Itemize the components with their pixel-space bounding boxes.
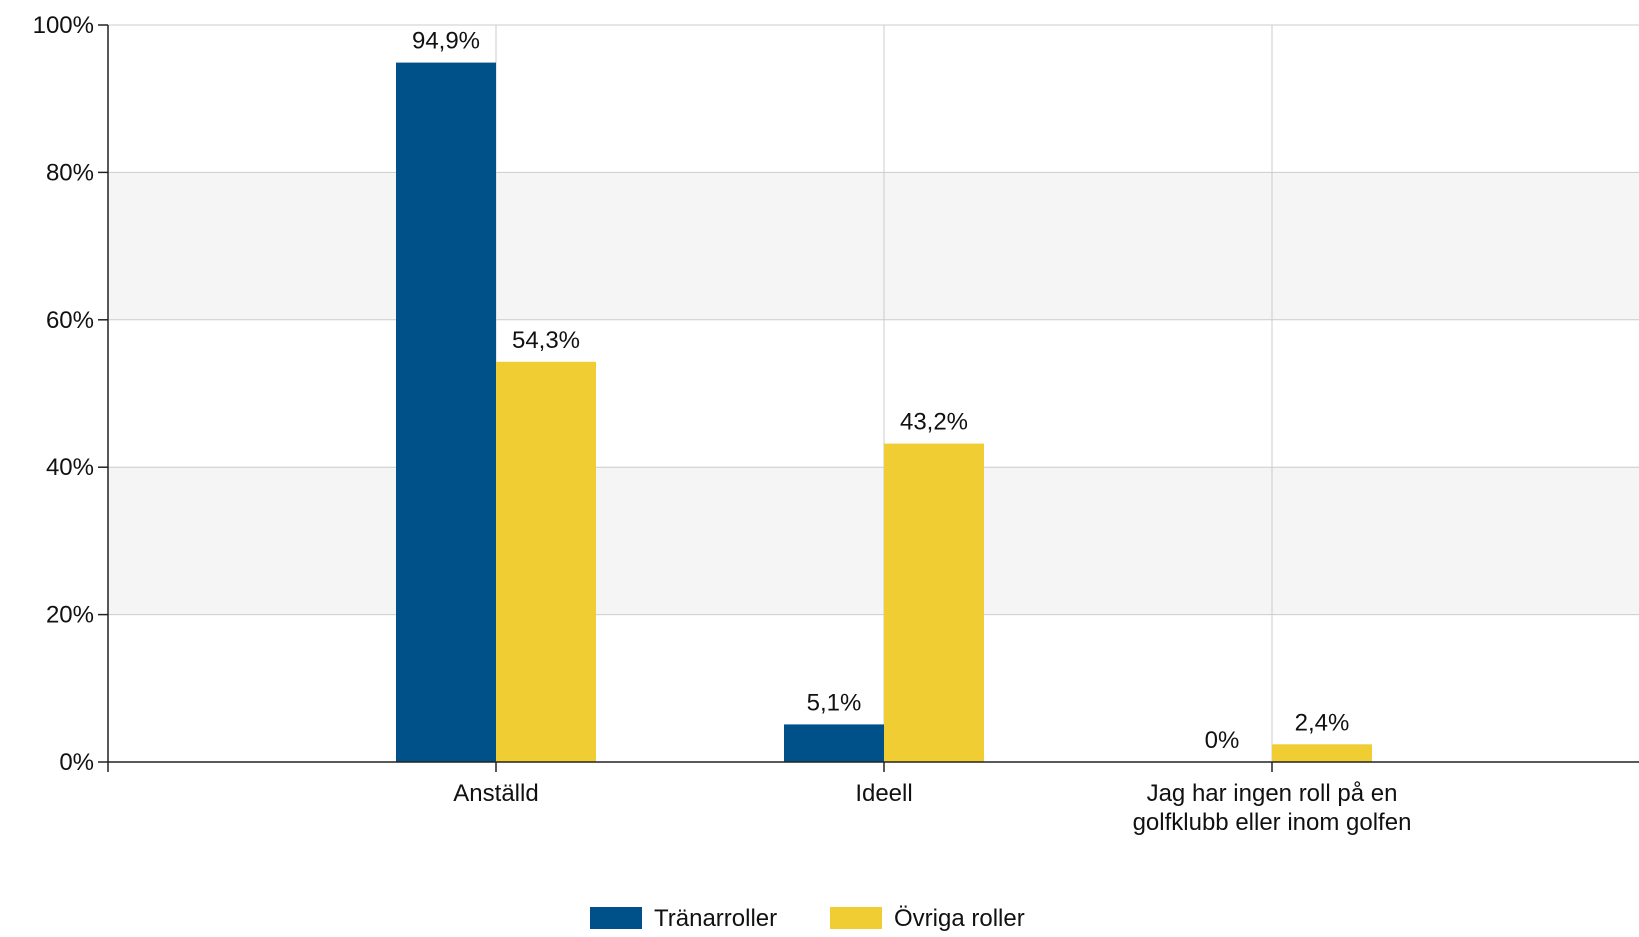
x-category-label: Anställd [453,780,538,807]
x-axis-labels: Anställd Ideell Jag har ingen roll på engo… [453,762,1411,836]
data-label: 5,1% [807,689,862,716]
bar-ovriga-roller [496,361,596,762]
y-tick-label: 40% [46,454,94,481]
legend-label: Övriga roller [894,905,1025,932]
bar-tranarroller [784,724,884,762]
data-label: 94,9% [412,28,480,55]
y-tick-label: 0% [59,749,94,776]
bar-ovriga-roller [1272,744,1372,762]
bar-ovriga-roller [884,443,984,762]
plot-background-bands [108,172,1639,615]
y-axis-ticks: 0% 20% 40% 60% 80% 100% [33,12,108,776]
bar-tranarroller [396,62,496,763]
gridlines [108,24,1639,762]
plot-band [108,467,1639,615]
x-category-label: golfklubb eller inom golfen [1133,809,1412,836]
legend-label: Tränarroller [654,905,777,932]
data-label: 0% [1205,727,1240,754]
data-label: 43,2% [900,409,968,436]
axes [107,25,1639,772]
bars [396,62,1372,763]
plot-band [108,172,1639,320]
data-labels: 94,9% 54,3% 5,1% 43,2% 0% 2,4% [412,28,1349,754]
x-category-label: Jag har ingen roll på en [1147,780,1398,807]
legend-swatch-tranarroller [590,907,642,929]
data-label: 54,3% [512,327,580,354]
x-category-label: Ideell [855,780,912,807]
legend: Tränarroller Övriga roller [590,905,1025,932]
data-label: 2,4% [1295,709,1350,736]
y-tick-label: 100% [33,12,94,39]
y-tick-label: 60% [46,307,94,334]
legend-swatch-ovriga-roller [830,907,882,929]
y-tick-label: 80% [46,159,94,186]
y-tick-label: 20% [46,602,94,629]
